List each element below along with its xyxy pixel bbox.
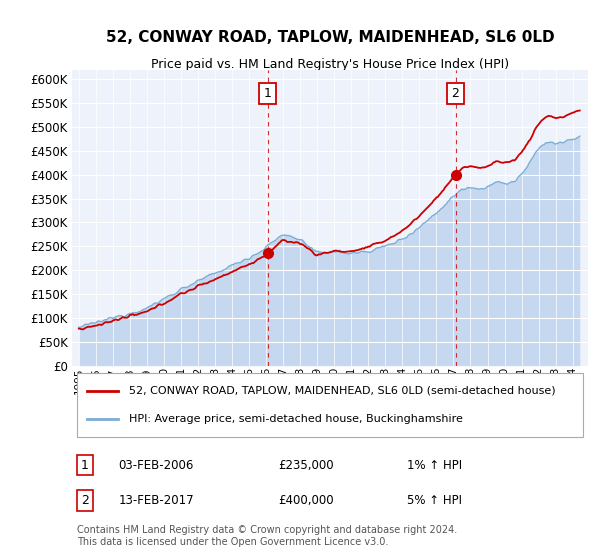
Text: 52, CONWAY ROAD, TAPLOW, MAIDENHEAD, SL6 0LD (semi-detached house): 52, CONWAY ROAD, TAPLOW, MAIDENHEAD, SL6…	[129, 386, 556, 396]
Text: 52, CONWAY ROAD, TAPLOW, MAIDENHEAD, SL6 0LD: 52, CONWAY ROAD, TAPLOW, MAIDENHEAD, SL6…	[106, 30, 554, 44]
Text: Contains HM Land Registry data © Crown copyright and database right 2024.
This d: Contains HM Land Registry data © Crown c…	[77, 525, 457, 547]
Text: 1% ↑ HPI: 1% ↑ HPI	[407, 459, 463, 472]
Text: 2: 2	[81, 494, 89, 507]
Text: 5% ↑ HPI: 5% ↑ HPI	[407, 494, 463, 507]
Bar	[77, 373, 583, 437]
Text: £235,000: £235,000	[278, 459, 334, 472]
Text: 1: 1	[81, 459, 89, 472]
Text: £400,000: £400,000	[278, 494, 334, 507]
Text: 2: 2	[452, 87, 460, 100]
Text: 13-FEB-2017: 13-FEB-2017	[118, 494, 194, 507]
Text: Price paid vs. HM Land Registry's House Price Index (HPI): Price paid vs. HM Land Registry's House …	[151, 58, 509, 71]
Text: 03-FEB-2006: 03-FEB-2006	[118, 459, 194, 472]
Text: 1: 1	[263, 87, 271, 100]
Text: HPI: Average price, semi-detached house, Buckinghamshire: HPI: Average price, semi-detached house,…	[129, 414, 463, 424]
